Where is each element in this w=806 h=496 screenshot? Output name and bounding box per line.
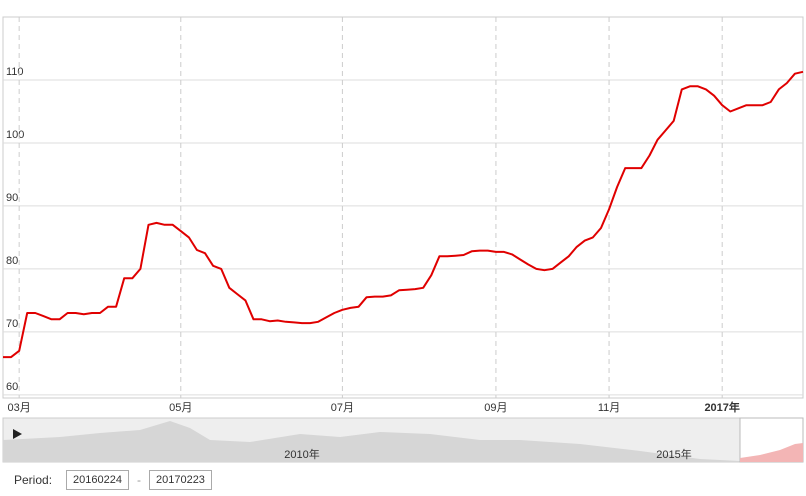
y-tick-label: 90 xyxy=(6,192,18,204)
period-to[interactable]: 20170223 xyxy=(148,470,212,490)
chart: 2010年 2015年 60 70 80 90 100 110 03月 05月 07月 09月 11… xyxy=(2,16,804,463)
x-tick-label: 07月 xyxy=(331,402,354,414)
x-tick-label: 05月 xyxy=(169,402,192,414)
price-line xyxy=(3,70,804,359)
navigator-label: 2015年 xyxy=(656,447,691,461)
x-tick-label: 11月 xyxy=(598,402,620,414)
y-tick-label: 60 xyxy=(6,381,18,393)
y-tick-label: 110 xyxy=(6,66,24,78)
y-tick-label: 70 xyxy=(6,318,18,330)
x-tick-label: 09月 xyxy=(484,402,507,414)
period-from[interactable]: 20160224 xyxy=(66,470,129,490)
navigator[interactable]: 2010年 2015年 xyxy=(2,417,804,463)
period-bar: Period: 20160224 - 20170223 xyxy=(14,470,218,490)
y-tick-label: 100 xyxy=(6,129,24,141)
x-tick-label: 03月 xyxy=(8,402,31,414)
plot-border xyxy=(2,16,804,399)
play-button[interactable] xyxy=(13,429,22,439)
x-tick-label: 2017年 xyxy=(704,400,739,414)
period-label: Period: xyxy=(14,473,53,487)
navigator-selection xyxy=(740,443,803,462)
navigator-label: 2010年 xyxy=(284,447,319,461)
separator: - xyxy=(136,473,141,487)
y-tick-label: 80 xyxy=(6,255,18,267)
navigator-area xyxy=(3,421,740,462)
